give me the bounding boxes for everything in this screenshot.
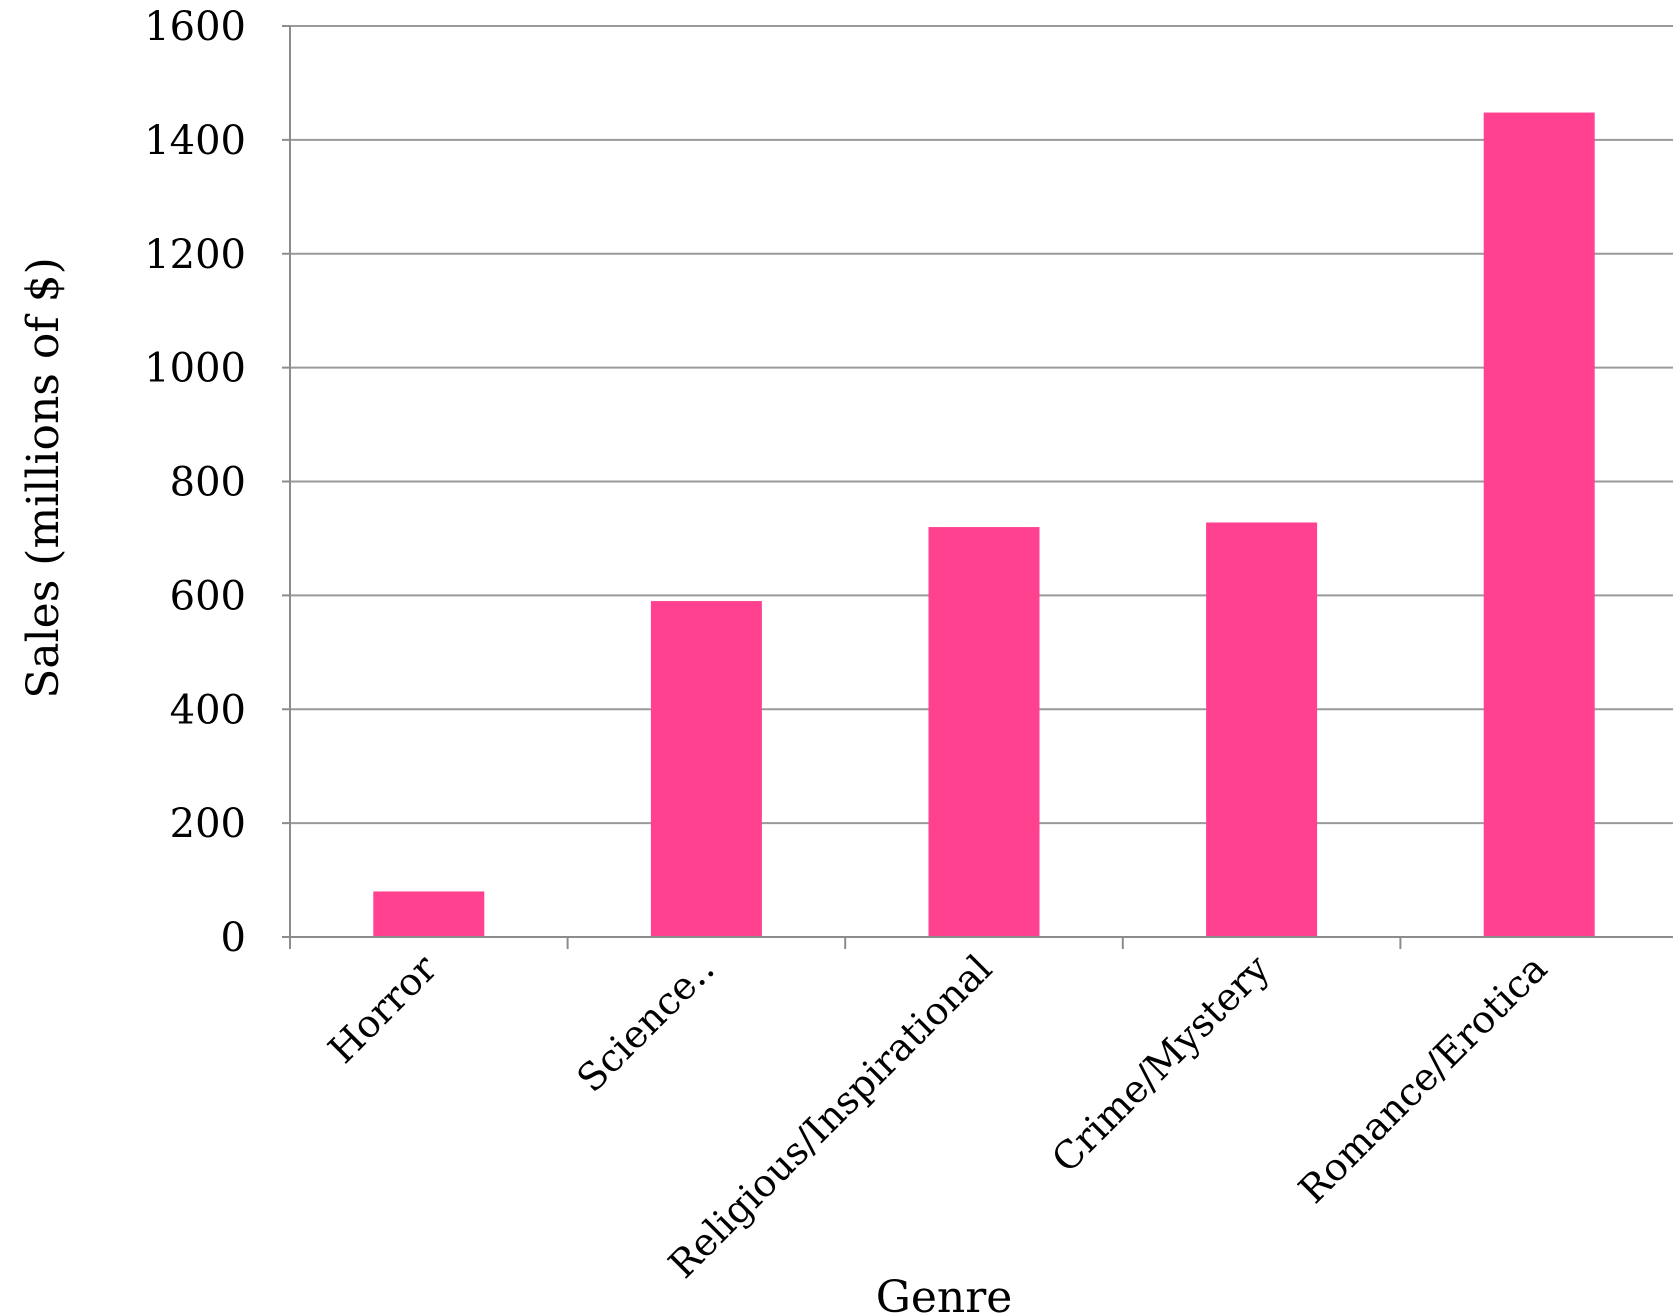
y-tick-label: 600 — [170, 573, 246, 619]
bar — [1483, 112, 1595, 938]
bars — [373, 112, 1595, 938]
y-tick-label: 0 — [221, 915, 246, 961]
x-category-label: Crime/Mystery — [1043, 946, 1278, 1181]
y-tick-label: 1600 — [144, 4, 246, 50]
y-tick-label: 400 — [170, 687, 246, 733]
y-tick-label: 200 — [170, 801, 246, 847]
bar — [928, 527, 1040, 937]
bar — [1206, 522, 1318, 937]
x-axis-title: Genre — [876, 1272, 1013, 1316]
x-category-label: Horror — [320, 946, 446, 1072]
y-axis-title: Sales (millions of $) — [18, 257, 69, 699]
x-category-label: Religious/Inspirational — [660, 946, 1000, 1286]
bar — [373, 891, 485, 937]
y-tick-label: 800 — [170, 460, 246, 506]
x-category-label: Romance/Erotica — [1290, 946, 1555, 1211]
y-tick-label: 1000 — [144, 346, 246, 392]
y-tick-label: 1200 — [144, 232, 246, 278]
axis-labels: 0 200 400 600 800 1000 1200 1400 1600 Horror Scien… — [144, 4, 1555, 1287]
axes — [282, 25, 1673, 949]
bar — [650, 601, 762, 937]
x-category-label: Science.. — [568, 946, 722, 1100]
y-tick-label: 1400 — [144, 118, 246, 164]
